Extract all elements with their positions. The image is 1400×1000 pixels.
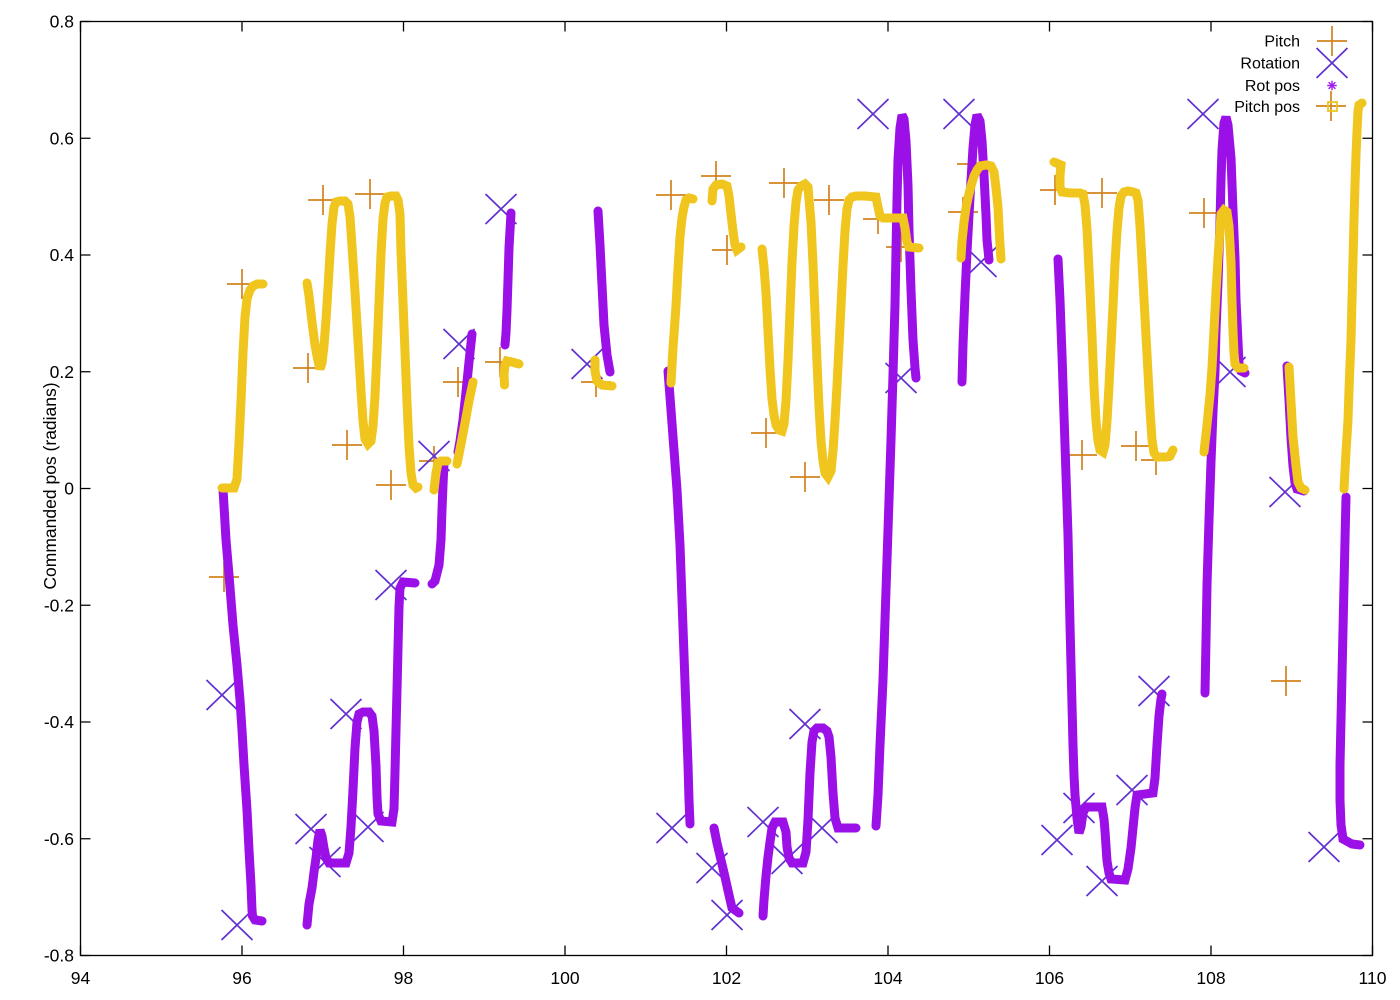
- svg-text:0.2: 0.2: [50, 362, 74, 382]
- svg-text:108: 108: [1196, 968, 1225, 988]
- svg-text:110: 110: [1359, 968, 1387, 988]
- svg-text:Rot pos: Rot pos: [1245, 78, 1300, 95]
- svg-text:Pitch pos: Pitch pos: [1234, 99, 1300, 116]
- svg-text:106: 106: [1035, 968, 1064, 988]
- svg-text:Rotation: Rotation: [1240, 56, 1300, 73]
- svg-text:0.8: 0.8: [50, 12, 74, 32]
- svg-text:Pitch: Pitch: [1264, 34, 1300, 51]
- svg-text:96: 96: [232, 968, 251, 988]
- svg-text:-0.2: -0.2: [44, 595, 74, 615]
- svg-text:94: 94: [71, 968, 91, 988]
- svg-text:-0.6: -0.6: [44, 829, 74, 849]
- svg-text:-0.4: -0.4: [44, 712, 74, 732]
- svg-text:100: 100: [550, 968, 579, 988]
- svg-text:Commanded pos (radians): Commanded pos (radians): [40, 382, 60, 589]
- svg-text:0.4: 0.4: [50, 245, 75, 265]
- svg-text:-0.8: -0.8: [44, 946, 74, 966]
- svg-text:102: 102: [712, 968, 741, 988]
- svg-text:98: 98: [394, 968, 413, 988]
- svg-text:0: 0: [64, 479, 74, 499]
- svg-text:104: 104: [873, 968, 902, 988]
- svg-text:0.6: 0.6: [50, 128, 74, 148]
